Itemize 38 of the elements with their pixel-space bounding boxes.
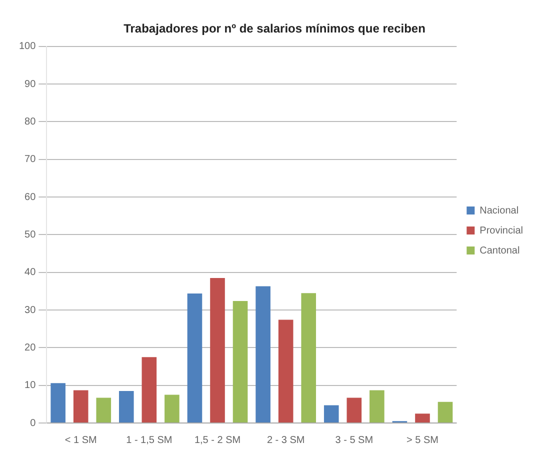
bar [370,390,384,422]
y-tick-label: 80 [24,116,36,128]
y-tick-label: 100 [18,41,36,52]
bar [301,293,316,422]
bar [119,390,134,422]
x-tick-label: < 1 SM [64,434,97,446]
y-tick-label: 90 [24,78,36,90]
y-tick-label: 60 [24,192,36,203]
bar [324,405,339,422]
bar [346,398,362,422]
chart-title: Trabajadores por nº de salarios mínimos que reciben [124,22,426,36]
bar [142,357,157,422]
x-tick-label: 1,5 - 2 SM [194,434,241,446]
y-tick-label: 50 [24,229,36,240]
bar [96,398,112,422]
y-tick-label: 20 [24,342,36,354]
bar [210,278,225,422]
bar [438,402,453,422]
legend-label: Nacional [480,205,519,216]
legend-label: Provincial [480,225,524,236]
y-tick-label: 0 [30,418,36,429]
bar [73,390,88,422]
bar [415,414,430,422]
bar [256,286,270,422]
y-tick-label: 70 [24,154,36,166]
bar [164,394,180,422]
bar [278,320,294,422]
bar [232,300,248,422]
x-tick-label: > 5 SM [406,434,438,446]
legend-label: Cantonal [480,245,520,256]
y-tick-label: 40 [24,267,36,278]
x-tick-label: 1 - 1,5 SM [126,434,172,446]
bar [187,293,202,422]
x-tick-label: 2 - 3 SM [266,434,305,446]
y-tick-label: 30 [24,304,36,316]
y-tick-label: 10 [24,380,36,392]
bar [50,383,66,422]
x-tick-label: 3 - 5 SM [335,434,374,446]
